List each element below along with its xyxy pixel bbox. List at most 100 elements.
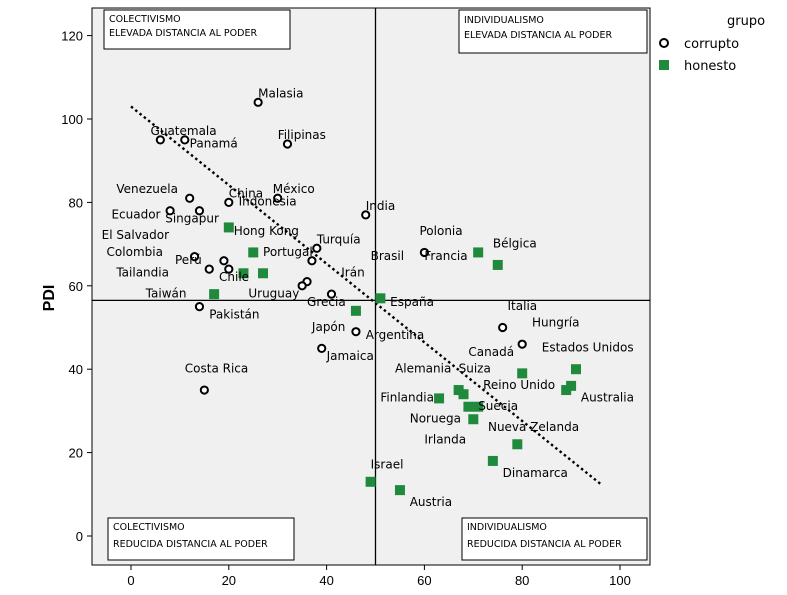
point-honesto: [463, 401, 474, 412]
point-label: Japón: [311, 320, 345, 334]
quadrant-label-bottom-right: INDIVIDUALISMO REDUCIDA DISTANCIA AL POD…: [461, 517, 648, 561]
point-corrupto: [312, 243, 322, 253]
point-label: Indonesia: [239, 195, 297, 209]
point-honesto: [248, 247, 259, 258]
point-corrupto: [253, 97, 263, 107]
trend-line: [130, 105, 602, 485]
trend-line-group: [130, 105, 602, 485]
quadrant-line1: INDIVIDUALISMO: [464, 15, 544, 26]
point-corrupto: [155, 135, 165, 145]
x-tick-label: 100: [609, 573, 631, 588]
point-honesto: [512, 439, 523, 450]
y-tick-label: 100: [61, 112, 83, 127]
point-label: Finlandia: [380, 391, 434, 405]
y-axis-label: PDI: [41, 285, 58, 312]
x-tick-label: 60: [417, 573, 431, 588]
quadrant-line2: ELEVADA DISTANCIA AL PODER: [464, 30, 612, 41]
point-label: Hong Kong: [234, 224, 299, 238]
point-label: Turquía: [316, 232, 361, 246]
legend-label-honesto: honesto: [684, 59, 736, 74]
point-label: Panamá: [190, 136, 238, 150]
point-label: El Salvador: [102, 228, 169, 242]
point-label: Chile: [219, 270, 249, 284]
legend: grupo corrupto honesto: [659, 14, 765, 74]
point-corrupto: [185, 193, 195, 203]
point-honesto: [394, 485, 405, 496]
x-tick-label: 20: [222, 573, 236, 588]
point-honesto: [434, 393, 445, 404]
point-honesto: [561, 385, 572, 396]
point-label: Austria: [410, 495, 452, 509]
legend-title: grupo: [727, 14, 765, 29]
point-honesto: [468, 414, 479, 425]
y-tick-label: 0: [76, 529, 83, 544]
point-honesto: [487, 455, 498, 466]
point-label: India: [366, 199, 395, 213]
point-corrupto: [189, 252, 200, 262]
axis-ticks: 0 20 40 60 80 100 0 20 40 60 80 100 120: [61, 29, 631, 588]
point-label: Argentina: [366, 328, 425, 342]
point-label: Portugal: [263, 245, 313, 259]
x-tick-label: 80: [515, 573, 529, 588]
point-label: Guatemala: [151, 124, 217, 138]
point-label: Costa Rica: [185, 362, 248, 376]
point-label: Perú: [175, 253, 202, 267]
quadrant-line1: COLECTIVISMO: [113, 522, 185, 533]
quadrant-line1: INDIVIDUALISMO: [467, 522, 547, 533]
plot-area: [91, 7, 651, 566]
legend-marker-honesto: [659, 60, 669, 70]
point-label: Pakistán: [209, 307, 259, 321]
point-label: Grecia: [307, 295, 346, 309]
point-honesto: [517, 368, 528, 379]
quadrant-label-top-left: COLECTIVISMO ELEVADA DISTANCIA AL PODER: [103, 9, 291, 50]
point-label: Dinamarca: [503, 466, 568, 480]
point-label: Taiwán: [145, 286, 187, 300]
point-corrupto: [219, 256, 229, 266]
point-corrupto: [204, 264, 214, 274]
legend-marker-corrupto: [659, 38, 669, 48]
point-honesto: [223, 222, 234, 233]
point-label: Bélgica: [493, 236, 537, 250]
point-honesto: [375, 293, 386, 304]
quadrant-label-bottom-left: COLECTIVISMO REDUCIDA DISTANCIA AL PODER: [107, 517, 295, 561]
x-tick-label: 40: [319, 573, 333, 588]
point-label: Alemania: [395, 362, 451, 376]
point-label: Australia: [581, 391, 634, 405]
point-label: Italia: [508, 299, 538, 313]
point-label: México: [273, 182, 315, 196]
point-corrupto: [165, 206, 175, 216]
point-honesto: [365, 476, 376, 487]
y-tick-label: 40: [69, 362, 83, 377]
point-label: Israel: [371, 457, 404, 471]
point-honesto: [238, 268, 249, 279]
point-corrupto: [419, 247, 429, 258]
point-corrupto: [194, 206, 205, 216]
point-label: Estados Unidos: [542, 341, 634, 355]
point-label: Tailandia: [115, 266, 169, 280]
quadrant-line2: ELEVADA DISTANCIA AL PODER: [109, 28, 257, 39]
point-label: Filipinas: [278, 128, 326, 142]
point-honesto: [209, 289, 220, 300]
point-corrupto: [351, 327, 361, 337]
point-label: Francia: [424, 249, 467, 263]
point-label: Reino Unido: [483, 378, 555, 392]
point-label: Colombia: [107, 245, 163, 259]
point-label: Malasia: [258, 86, 303, 100]
quadrant-line1: COLECTIVISMO: [109, 14, 181, 25]
point-label: Ecuador: [111, 207, 160, 221]
point-label: Jamaica: [326, 349, 374, 363]
point-corrupto: [194, 302, 205, 312]
point-label: Canadá: [468, 345, 514, 359]
point-corrupto: [307, 256, 317, 266]
point-label: España: [390, 295, 434, 309]
point-label: Polonia: [420, 224, 463, 238]
point-label: Brasil: [371, 249, 404, 263]
point-honesto: [258, 268, 269, 279]
point-label: Irlanda: [424, 432, 466, 446]
point-label: China: [229, 186, 263, 200]
point-corrupto: [498, 322, 508, 333]
quadrant-line2: REDUCIDA DISTANCIA AL PODER: [113, 539, 268, 550]
point-label: Hungría: [532, 316, 579, 330]
